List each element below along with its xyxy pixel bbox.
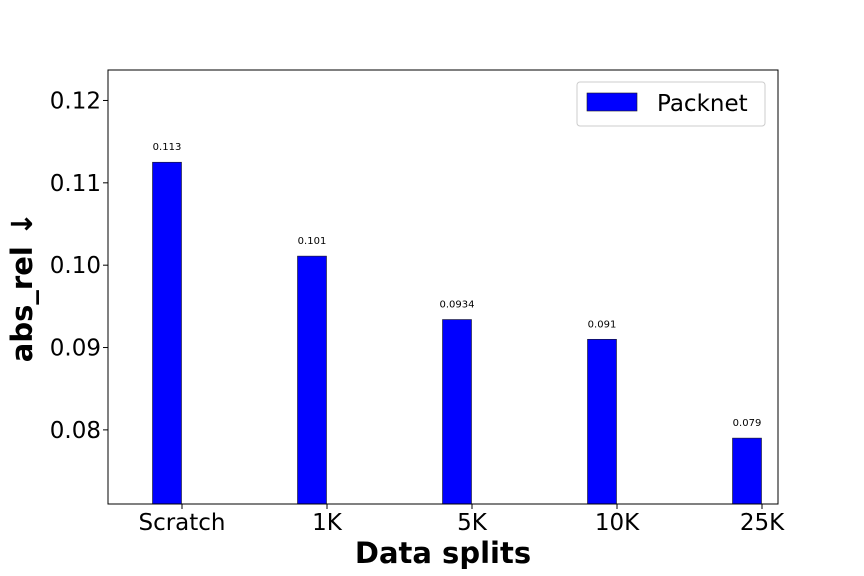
data-label-scratch: 0.113	[153, 142, 182, 153]
y-tick-label-0.11: 0.11	[50, 171, 101, 197]
y-tick-label-0.09: 0.09	[50, 336, 101, 362]
plot-area-frame	[107, 69, 779, 505]
data-labels-group: 0.113 0.101 0.0934 0.091 0.079	[153, 142, 762, 429]
x-axis-title: Data splits	[355, 536, 531, 570]
y-axis-title: abs_rel ↓	[5, 212, 39, 362]
bars-group	[152, 161, 762, 505]
data-label-10k: 0.091	[588, 319, 617, 330]
y-tick-label-0.12: 0.12	[50, 88, 101, 114]
bar-1k	[297, 255, 327, 505]
data-label-5k: 0.0934	[440, 300, 475, 311]
x-tick-label-5k: 5K	[457, 510, 488, 536]
x-axis-ticks: Scratch 1K 5K 10K 25K	[138, 504, 785, 536]
bar-25k	[732, 437, 762, 505]
x-tick-label-1k: 1K	[312, 510, 343, 536]
legend-label-packnet: Packnet	[657, 91, 748, 117]
data-label-1k: 0.101	[298, 236, 327, 247]
bar-scratch	[152, 161, 182, 505]
bar-10k	[587, 338, 617, 505]
legend-swatch-packnet	[586, 92, 638, 112]
bar-5k	[442, 319, 472, 505]
legend: Packnet	[576, 81, 766, 127]
x-tick-label-10k: 10K	[595, 510, 640, 536]
data-label-25k: 0.079	[733, 418, 762, 429]
x-tick-label-25k: 25K	[740, 510, 785, 536]
y-tick-label-0.10: 0.10	[50, 253, 101, 279]
x-tick-label-scratch: Scratch	[138, 510, 225, 536]
y-axis-ticks: 0.08 0.09 0.10 0.11 0.12	[50, 88, 108, 444]
y-tick-label-0.08: 0.08	[50, 418, 101, 444]
